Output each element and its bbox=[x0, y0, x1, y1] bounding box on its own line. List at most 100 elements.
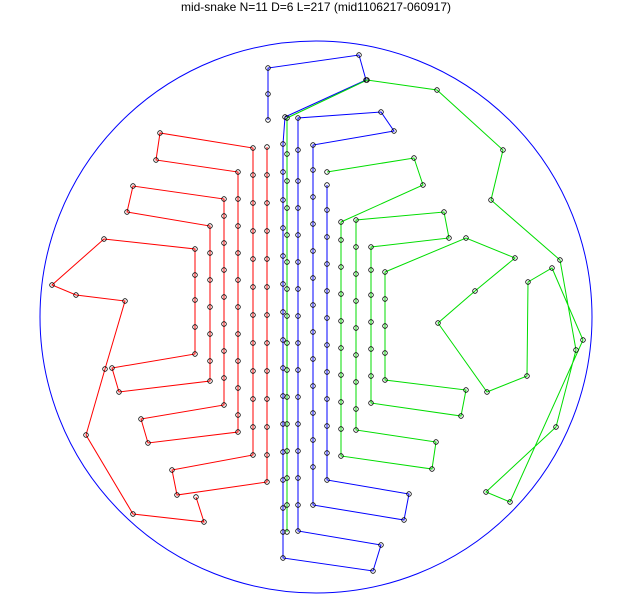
vertex bbox=[284, 178, 290, 184]
vertex bbox=[284, 205, 290, 211]
vertex bbox=[207, 304, 213, 310]
vertex bbox=[250, 312, 256, 318]
vertex bbox=[433, 439, 439, 445]
vertex bbox=[310, 275, 316, 281]
vertex bbox=[295, 475, 301, 481]
vertex bbox=[264, 284, 270, 290]
vertex bbox=[250, 284, 256, 290]
vertex bbox=[250, 452, 256, 458]
vertex bbox=[264, 228, 270, 234]
vertex bbox=[382, 377, 388, 383]
vertex bbox=[235, 169, 241, 175]
vertex bbox=[284, 529, 290, 535]
vertex bbox=[235, 196, 241, 202]
vertex bbox=[295, 147, 301, 153]
vertex bbox=[310, 329, 316, 335]
vertex bbox=[235, 223, 241, 229]
vertex bbox=[507, 499, 513, 505]
vertex bbox=[382, 296, 388, 302]
vertex bbox=[295, 232, 301, 238]
vertex bbox=[429, 466, 435, 472]
vertex bbox=[264, 256, 270, 262]
vertex bbox=[221, 402, 227, 408]
vertex bbox=[338, 264, 344, 270]
vertex bbox=[353, 406, 359, 412]
vertex bbox=[207, 331, 213, 337]
vertex bbox=[364, 77, 370, 83]
vertex bbox=[310, 502, 316, 508]
vertex bbox=[378, 109, 384, 115]
vertex bbox=[207, 223, 213, 229]
vertex bbox=[116, 389, 122, 395]
vertex bbox=[280, 309, 286, 315]
vertex bbox=[525, 279, 531, 285]
vertex bbox=[280, 555, 286, 561]
vertex bbox=[264, 312, 270, 318]
vertex bbox=[338, 291, 344, 297]
vertex bbox=[192, 272, 198, 278]
vertex bbox=[295, 421, 301, 427]
vertex bbox=[310, 248, 316, 254]
vertex bbox=[265, 65, 271, 71]
vertex bbox=[73, 292, 79, 298]
vertex bbox=[250, 340, 256, 346]
vertex bbox=[109, 365, 115, 371]
vertex bbox=[580, 337, 586, 343]
vertex bbox=[324, 477, 330, 483]
vertex bbox=[353, 325, 359, 331]
vertex bbox=[310, 221, 316, 227]
vertex bbox=[353, 244, 359, 250]
vertex bbox=[250, 228, 256, 234]
vertex bbox=[221, 294, 227, 300]
vertex bbox=[235, 304, 241, 310]
vertex bbox=[401, 517, 407, 523]
vertex bbox=[284, 475, 290, 481]
vertex bbox=[280, 505, 286, 511]
boundary-circle bbox=[39, 40, 593, 594]
vertex bbox=[463, 387, 469, 393]
vertex bbox=[130, 183, 136, 189]
vertex bbox=[420, 182, 426, 188]
vertex bbox=[557, 257, 563, 263]
vertex bbox=[193, 494, 199, 500]
vertex bbox=[280, 253, 286, 259]
vertex bbox=[324, 207, 330, 213]
vertex bbox=[284, 232, 290, 238]
vertex bbox=[324, 182, 330, 188]
vertex bbox=[122, 298, 128, 304]
vertex bbox=[324, 396, 330, 402]
vertex bbox=[235, 250, 241, 256]
vertex bbox=[310, 410, 316, 416]
vertex bbox=[201, 519, 207, 525]
vertex bbox=[295, 367, 301, 373]
vertex bbox=[264, 424, 270, 430]
vertex bbox=[310, 194, 316, 200]
vertex bbox=[435, 320, 441, 326]
vertex bbox=[264, 479, 270, 485]
vertex bbox=[235, 429, 241, 435]
vertex bbox=[284, 340, 290, 346]
vertex bbox=[324, 423, 330, 429]
vertex bbox=[145, 440, 151, 446]
vertex bbox=[264, 200, 270, 206]
vertex bbox=[338, 426, 344, 432]
vertex bbox=[310, 356, 316, 362]
vertex bbox=[483, 489, 489, 495]
vertex bbox=[295, 205, 301, 211]
vertex bbox=[174, 492, 180, 498]
vertex bbox=[295, 313, 301, 319]
vertex bbox=[370, 568, 376, 574]
vertex bbox=[338, 237, 344, 243]
vertex bbox=[310, 464, 316, 470]
vertex bbox=[221, 321, 227, 327]
vertex bbox=[295, 394, 301, 400]
vertex bbox=[295, 340, 301, 346]
vertex bbox=[192, 324, 198, 330]
vertex bbox=[295, 502, 301, 508]
vertex bbox=[101, 236, 107, 242]
vertex bbox=[284, 151, 290, 157]
vertex bbox=[441, 209, 447, 215]
vertex bbox=[221, 240, 227, 246]
vertex bbox=[235, 412, 241, 418]
